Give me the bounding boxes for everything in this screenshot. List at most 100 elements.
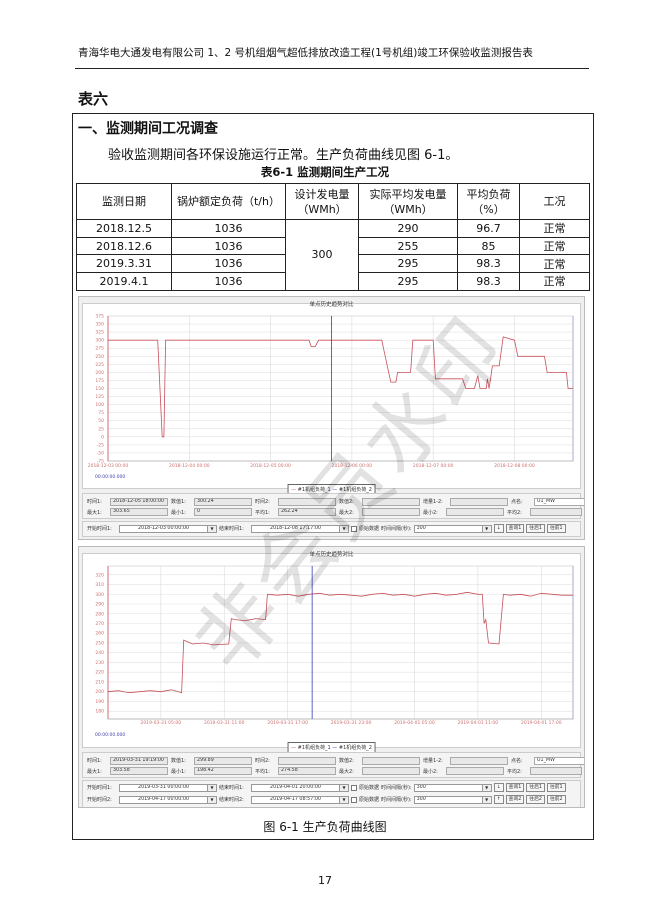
y-tick-label: 260 <box>95 631 104 637</box>
raw-data-checkbox[interactable] <box>351 525 357 532</box>
y-tick-label: 75 <box>98 410 104 416</box>
raw-data-checkbox[interactable] <box>351 784 357 791</box>
field-point[interactable]: U1_MW <box>534 497 584 506</box>
dropdown-arrow-icon[interactable]: ▼ <box>207 796 216 803</box>
query-button[interactable]: 查询2 <box>505 795 525 804</box>
field-delta[interactable] <box>450 497 508 506</box>
legend-label: #1机组负荷_2 <box>338 487 372 493</box>
label-max1: 最大1: <box>87 509 102 516</box>
field-avg1[interactable]: 262.24 <box>278 508 336 516</box>
y-tick-label: 230 <box>95 660 104 666</box>
dropdown-arrow-icon[interactable]: ▼ <box>481 796 491 803</box>
cell-date: 2019.4.1 <box>76 272 172 291</box>
content-frame <box>72 113 594 840</box>
header-date: 监测日期 <box>76 183 172 220</box>
dropdown-arrow-icon[interactable]: ▼ <box>481 784 491 791</box>
field-delta[interactable] <box>450 756 508 765</box>
field-max1[interactable]: 303.65 <box>110 508 168 516</box>
label-avg1: 平均1: <box>255 509 270 516</box>
field-value2[interactable] <box>362 497 420 506</box>
arrow-button[interactable]: ↓ <box>493 524 504 533</box>
field-min1[interactable]: 0 <box>194 508 252 516</box>
label-value2: 数值2: <box>339 499 354 505</box>
field-time2[interactable] <box>278 497 336 506</box>
field-max2[interactable] <box>362 767 420 775</box>
header-actual-output: 实际平均发电量 （WMh） <box>358 183 458 220</box>
field-value1[interactable]: 299.89 <box>194 756 252 765</box>
dropdown-arrow-icon[interactable]: ▼ <box>207 525 216 532</box>
cell-date: 2018.12.6 <box>76 236 172 256</box>
end-time-combo[interactable]: 2018-12-08 17:17:00 ▼ <box>251 524 349 533</box>
chart-canvas: -75 -50 -25 0 25 50 75 100 125 150 175 200 225 250 275… <box>88 314 574 469</box>
query-button[interactable]: 查询1 <box>505 783 525 792</box>
field-point[interactable]: U1_MW <box>534 756 584 765</box>
x-tick-label: 2019-03-31 23:00 <box>331 720 372 726</box>
field-time1[interactable]: 2018-12-05 18:00:00 <box>110 497 168 506</box>
y-tick-label: 250 <box>95 640 104 646</box>
page-forward-button[interactable]: 往前1 <box>546 783 566 792</box>
page-forward-button[interactable]: 往前1 <box>546 524 566 533</box>
figure-caption: 图 6-1 生产负荷曲线图 <box>263 820 387 834</box>
readout-row: 时间1: 2019-03-31 19:19:00 数值1: 299.89 时间2: 数值2… <box>87 756 584 765</box>
cell-condition: 正常 <box>519 236 590 256</box>
field-max2[interactable] <box>362 508 420 516</box>
field-min2[interactable] <box>446 508 504 516</box>
cell-actual-output: 290 <box>358 219 458 238</box>
dropdown-arrow-icon[interactable]: ▼ <box>339 796 348 803</box>
field-max1[interactable]: 303.58 <box>110 767 168 775</box>
arrow-button[interactable]: ↓ <box>493 783 504 792</box>
interval-combo[interactable]: 300 ▼ <box>413 524 492 533</box>
section-label: 表六 <box>78 90 109 108</box>
header-text: 锅炉额定负荷（t/h） <box>177 195 280 208</box>
dropdown-arrow-icon[interactable]: ▼ <box>481 525 491 532</box>
y-tick-label: 150 <box>95 386 104 392</box>
dropdown-arrow-icon[interactable]: ▼ <box>339 525 348 532</box>
y-tick-label: 300 <box>95 338 104 344</box>
start-time-combo[interactable]: 2019-03-31 00:00:00 ▼ <box>119 783 217 792</box>
table-header-row: 监测日期 锅炉额定负荷（t/h） 设计发电量 （WMh） 实际平均发电量 （WMh）… <box>76 183 590 220</box>
raw-data-checkbox[interactable] <box>351 796 357 803</box>
dropdown-arrow-icon[interactable]: ▼ <box>339 784 348 791</box>
field-value2[interactable] <box>362 756 420 765</box>
header-unit: （WMh） <box>297 202 347 216</box>
cell-avg-load: 98.3 <box>457 254 520 274</box>
time-origin-label: 00:00:00.000 <box>95 475 126 480</box>
start-time-value: 2018-12-03 00:00:00 <box>138 525 189 531</box>
interval-combo[interactable]: 300 ▼ <box>413 783 492 792</box>
x-tick-label: 2019-03-31 17:00 <box>267 720 308 726</box>
query-button[interactable]: 查询1 <box>505 524 525 533</box>
page-back-button[interactable]: 往后2 <box>526 795 545 804</box>
x-tick-label: 2019-04-01 11:00 <box>458 720 499 726</box>
legend-swatch: — <box>291 487 298 493</box>
page-forward-button[interactable]: 往前2 <box>546 795 566 804</box>
field-min1[interactable]: 198.42 <box>194 767 252 775</box>
dropdown-arrow-icon[interactable]: ▼ <box>207 784 216 791</box>
label-time2: 时间2: <box>255 758 270 764</box>
arrow-button[interactable]: ↑ <box>493 795 504 804</box>
end-time-combo[interactable]: 2019-04-17 08:57:00 ▼ <box>251 795 349 804</box>
field-avg1[interactable]: 274.58 <box>278 767 336 775</box>
raw-data-label: 原始数据 <box>359 526 380 532</box>
y-tick-label: 0 <box>101 434 104 440</box>
field-avg2[interactable] <box>530 767 582 775</box>
interval-combo[interactable]: 300 ▼ <box>413 795 492 804</box>
start-time-combo[interactable]: 2019-04-17 00:00:00 ▼ <box>119 795 217 804</box>
y-tick-label: 240 <box>95 650 104 656</box>
field-time2[interactable] <box>278 756 336 765</box>
end-time-label: 结束时间1: <box>219 785 244 791</box>
field-avg2[interactable] <box>530 508 582 516</box>
field-time1[interactable]: 2019-03-31 19:19:00 <box>110 756 168 765</box>
page-number: 17 <box>318 874 332 887</box>
page-back-button[interactable]: 往后1 <box>526 783 545 792</box>
field-value1[interactable]: 300.24 <box>194 497 252 506</box>
cell-condition: 正常 <box>519 272 590 291</box>
end-time-combo[interactable]: 2019-04-01 20:00:00 ▼ <box>251 783 349 792</box>
field-min2[interactable] <box>446 767 504 775</box>
header-avg-load: 平均负荷 （%） <box>457 183 520 220</box>
chart-canvas: 180 190 200 210 220 230 240 250 260 270 280 290 300 3… <box>95 565 574 726</box>
label-min1: 最小1: <box>171 509 186 516</box>
page-back-button[interactable]: 往后1 <box>526 524 545 533</box>
x-tick-label: 2019-03-31 11:00 <box>204 720 245 726</box>
start-time-combo[interactable]: 2018-12-03 00:00:00 ▼ <box>119 524 217 533</box>
label-value1: 数值1: <box>171 499 186 505</box>
